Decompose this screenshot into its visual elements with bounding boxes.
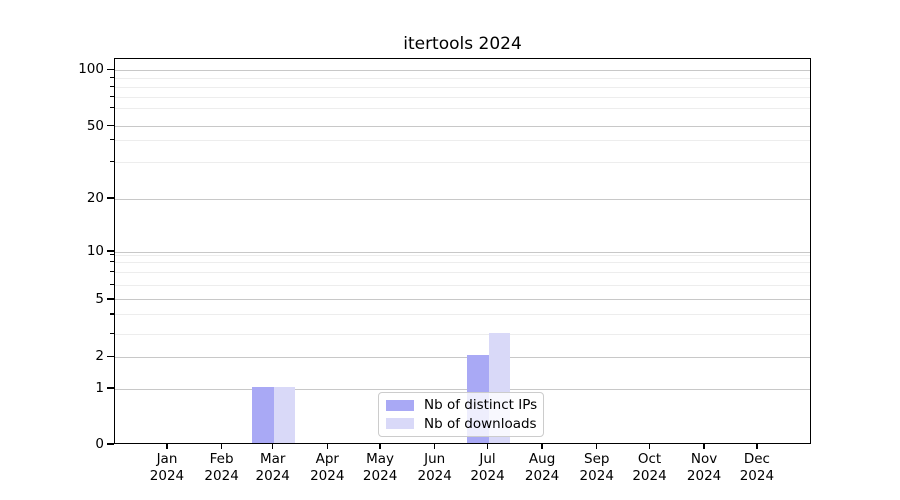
y-minortick-8 <box>110 261 114 263</box>
x-tick-mar <box>272 444 274 449</box>
legend-entry-nb-of-distinct-ips: Nb of distinct IPs <box>386 397 538 414</box>
x-tick-label-jan-2024: Jan 2024 <box>149 451 185 484</box>
y-tick-50 <box>107 124 114 127</box>
x-tick-label-may-2024: May 2024 <box>362 451 398 484</box>
legend-label-nb-of-distinct-ips: Nb of distinct IPs <box>424 397 538 414</box>
y-minortick-40 <box>110 138 114 141</box>
y-tick-1 <box>107 387 114 389</box>
x-tick-jul <box>486 444 489 449</box>
y-tick-label-50: 50 <box>86 117 104 134</box>
x-tick-may <box>379 444 381 449</box>
x-tick-dec <box>756 444 758 449</box>
y-tick-label-20: 20 <box>86 190 104 207</box>
gridline-minor-90 <box>115 78 810 80</box>
gridline-minor-8 <box>115 262 810 264</box>
x-tick-label-aug-2024: Aug 2024 <box>524 451 560 484</box>
gridline-major-10 <box>115 251 810 253</box>
gridline-minor-40 <box>115 139 810 141</box>
legend-entry-nb-of-downloads: Nb of downloads <box>386 415 537 432</box>
x-tick-jan <box>166 444 168 449</box>
gridline-minor-70 <box>115 97 810 99</box>
y-minortick-90 <box>110 77 114 79</box>
gridline-major-100 <box>115 69 810 71</box>
y-minortick-60 <box>110 107 114 109</box>
x-tick-label-feb-2024: Feb 2024 <box>204 451 239 484</box>
y-tick-label-2: 2 <box>95 348 104 365</box>
y-tick-100 <box>107 68 114 70</box>
gridline-major-50 <box>115 126 810 128</box>
x-tick-label-apr-2024: Apr 2024 <box>310 451 345 484</box>
gridline-major-5 <box>115 299 810 301</box>
gridline-minor-30 <box>115 161 810 163</box>
x-tick-label-jun-2024: Jun 2024 <box>417 451 452 484</box>
gridline-minor-60 <box>115 108 810 110</box>
x-tick-aug <box>541 444 543 449</box>
x-tick-label-sep-2024: Sep 2024 <box>579 451 614 484</box>
y-minortick-9 <box>110 253 114 256</box>
y-tick-2 <box>107 355 114 358</box>
legend: Nb of distinct IPs Nb of downloads <box>378 392 544 437</box>
y-tick-label-5: 5 <box>95 290 104 307</box>
y-minortick-3 <box>110 332 114 335</box>
x-tick-label-mar-2024: Mar 2024 <box>255 451 290 484</box>
y-tick-5 <box>107 298 114 300</box>
y-minortick-6 <box>110 283 114 285</box>
x-tick-nov <box>703 444 705 449</box>
gridline-minor-4 <box>115 314 810 316</box>
y-minortick-80 <box>110 85 114 88</box>
y-tick-label-1: 1 <box>95 380 104 397</box>
gridline-minor-6 <box>115 284 810 286</box>
legend-swatch-nb-of-distinct-ips <box>386 399 414 411</box>
x-tick-apr <box>326 444 328 449</box>
bar-nb-of-distinct-ips-mar-2024 <box>252 387 274 443</box>
y-minortick-70 <box>110 95 114 98</box>
x-tick-jun <box>434 444 436 449</box>
y-tick-20 <box>107 197 114 199</box>
legend-swatch-nb-of-downloads <box>386 418 414 430</box>
x-tick-label-jul-2024: Jul 2024 <box>470 451 505 484</box>
x-tick-oct <box>648 444 651 449</box>
y-tick-label-0: 0 <box>95 436 104 452</box>
y-minortick-30 <box>110 160 114 163</box>
x-tick-label-oct-2024: Oct 2024 <box>632 451 667 484</box>
y-minortick-7 <box>110 271 114 273</box>
gridline-major-2 <box>115 356 810 358</box>
x-tick-feb <box>220 444 223 449</box>
gridline-minor-3 <box>115 334 810 336</box>
y-tick-10 <box>107 250 114 252</box>
x-tick-label-dec-2024: Dec 2024 <box>739 451 775 484</box>
chart-title: itertools 2024 <box>403 34 522 54</box>
gridline-minor-7 <box>115 272 810 274</box>
x-tick-label-nov-2024: Nov 2024 <box>686 451 722 484</box>
bar-nb-of-downloads-mar-2024 <box>273 387 296 443</box>
gridline-major-20 <box>115 198 810 200</box>
y-tick-0 <box>107 443 114 445</box>
gridline-minor-9 <box>115 254 810 256</box>
y-tick-label-100: 100 <box>78 61 104 78</box>
plot-area <box>114 58 811 444</box>
y-minortick-4 <box>110 313 114 315</box>
legend-label-nb-of-downloads: Nb of downloads <box>424 415 537 432</box>
gridline-minor-80 <box>115 87 810 89</box>
y-tick-label-10: 10 <box>86 243 104 259</box>
x-tick-sep <box>596 444 598 449</box>
gridline-major-1 <box>115 388 810 390</box>
